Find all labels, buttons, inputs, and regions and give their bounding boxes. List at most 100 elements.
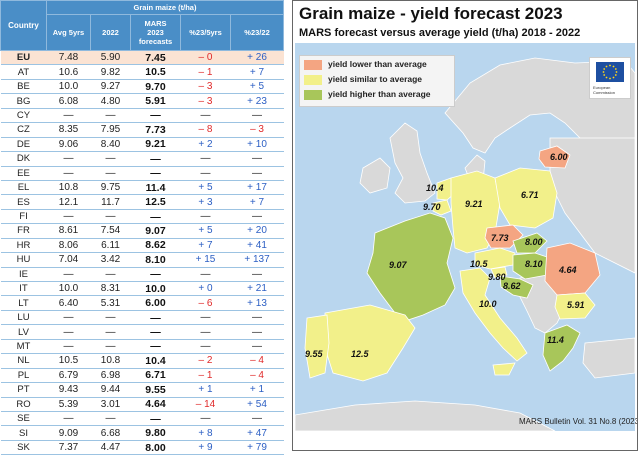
country-shapes [304,145,601,382]
cell-pct-22: — [230,151,284,167]
cell-pct-22: + 7 [230,64,284,80]
cell-pct-5yrs: + 7 [180,238,231,254]
cell-avg: 6.40 [46,295,91,311]
cell-pct-5yrs: – 3 [180,93,231,109]
table-row: HU 7.04 3.42 8.10 + 15 + 137 [0,252,284,268]
header-forecast-line1: MARS [144,19,167,28]
cell-2022: 9.82 [90,64,131,80]
country-lt [538,145,571,169]
cell-country: HR [0,238,47,254]
cell-avg: 6.08 [46,93,91,109]
table-row: IE — — — — — [0,267,284,283]
header-country: Country [0,0,47,51]
cell-pct-5yrs: – 0 [180,50,231,66]
cell-2022: — [90,151,131,167]
cell-country: IT [0,281,47,297]
cell-forecast: 7.45 [130,50,181,66]
cell-avg: — [46,324,91,340]
map-label-cz: 7.73 [491,233,509,243]
cell-forecast: — [130,324,181,340]
cell-avg: 12.1 [46,194,91,210]
cell-forecast: 12.5 [130,194,181,210]
cell-pct-5yrs: + 9 [180,440,231,455]
cell-pct-5yrs: + 1 [180,382,231,398]
cell-forecast: — [130,310,181,326]
table-row: LU — — — — — [0,310,284,326]
map-legend: yield lower than average yield similar t… [299,55,455,107]
cell-2022: 10.8 [90,353,131,369]
cell-pct-5yrs: + 2 [180,137,231,153]
cell-pct-22: + 7 [230,194,284,210]
header-2022: 2022 [90,14,131,51]
cell-forecast: 9.21 [130,137,181,153]
table-row: FI — — — — — [0,209,284,225]
cell-pct-22: + 47 [230,425,284,441]
cell-forecast: — [130,209,181,225]
cell-forecast: 9.80 [130,425,181,441]
cell-pct-22: + 20 [230,223,284,239]
cell-forecast: 8.00 [130,440,181,455]
map-label-at: 10.5 [470,259,489,269]
cell-country: PL [0,368,47,384]
cell-avg: 7.04 [46,252,91,268]
map-label-hu: 8.10 [525,259,543,269]
cell-pct-22: + 41 [230,238,284,254]
table-row: SK 7.37 4.47 8.00 + 9 + 79 [0,440,284,455]
cell-pct-22: + 13 [230,295,284,311]
land-north-africa [295,400,556,431]
table-row: CZ 8.35 7.95 7.73– 8– 3 [0,122,284,138]
cell-country: DK [0,151,47,167]
cell-country: SI [0,425,47,441]
cell-pct-22: + 17 [230,180,284,196]
cell-2022: 5.31 [90,295,131,311]
map-title: Grain maize - yield forecast 2023 [299,4,563,23]
cell-forecast: 7.73 [130,122,181,138]
cell-country: BE [0,79,47,95]
map-subtitle: MARS forecast versus average yield (t/ha… [299,27,581,39]
cell-2022: 9.75 [90,180,131,196]
map-credit: MARS Bulletin Vol. 31 No.8 (2023) [519,417,638,426]
cell-forecast: 6.71 [130,368,181,384]
header-pct-22: %23/22 [229,14,285,51]
cell-pct-5yrs: + 5 [180,223,231,239]
map-label-pt: 9.55 [305,349,324,359]
cell-2022: 7.95 [90,122,131,138]
cell-pct-5yrs: – 14 [180,397,231,412]
table-row: HR 8.06 6.11 8.62 + 7 + 41 [0,238,284,254]
table-row: PT 9.43 9.44 9.55 + 1 + 1 [0,382,284,398]
cell-forecast: 9.07 [130,223,181,239]
cell-avg: 9.06 [46,137,91,153]
cell-avg: — [46,151,91,167]
table-row: PL 6.79 6.98 6.71– 1– 4 [0,368,284,384]
cell-pct-22: – 4 [230,353,284,369]
cell-2022: — [90,108,131,124]
cell-2022: 5.90 [90,50,131,66]
cell-pct-5yrs: — [180,411,231,427]
header-forecast: MARS 2023 forecasts [130,14,181,51]
cell-2022: 7.54 [90,223,131,239]
country-ro [544,242,601,296]
header-forecast-line2: 2023 [147,28,164,37]
cell-pct-5yrs: – 3 [180,79,231,95]
cell-country: MT [0,339,47,355]
country-pt [304,314,330,379]
legend-label-higher: yield higher than average [328,89,431,99]
table-row: ES 12.1 11.7 12.5 + 3 + 7 [0,194,284,210]
cell-avg: 8.61 [46,223,91,239]
map-label-es: 12.5 [351,349,370,359]
map-label-bg: 5.91 [567,300,585,310]
land-uk [389,122,436,204]
cell-country: LT [0,295,47,311]
cell-avg: 9.43 [46,382,91,398]
cell-2022: — [90,411,131,427]
cell-pct-22: — [230,209,284,225]
cell-forecast: 9.55 [130,382,181,398]
cell-2022: 8.40 [90,137,131,153]
cell-pct-5yrs: — [180,108,231,124]
table-row: RO 5.39 3.01 4.64– 14 + 54 [0,397,284,412]
table-row: LT 6.40 5.31 6.00– 6 + 13 [0,295,284,311]
table-row: BG 6.08 4.80 5.91– 3 + 23 [0,93,284,109]
cell-country: EL [0,180,47,196]
eu-flag-icon [596,62,624,82]
table-row: EL 10.8 9.75 11.4 + 5 + 17 [0,180,284,196]
